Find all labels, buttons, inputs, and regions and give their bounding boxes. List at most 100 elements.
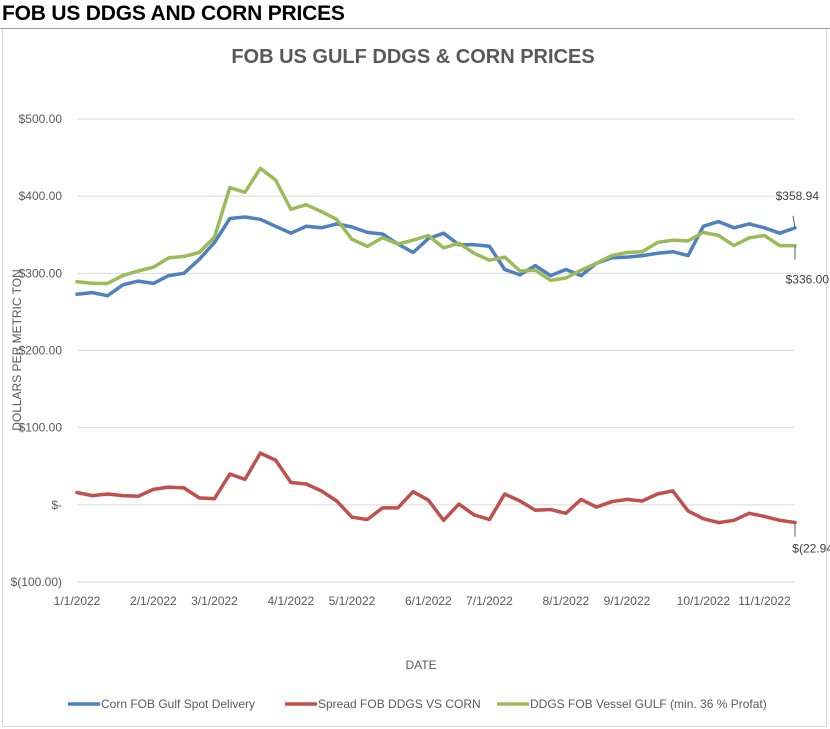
data-point: [289, 480, 293, 485]
data-point: [518, 269, 522, 273]
data-point: [717, 233, 721, 238]
annotation-label: $(22.94): [792, 542, 830, 556]
data-point: [594, 261, 599, 265]
data-point: [487, 517, 492, 522]
y-axis-label: DOLLARS PER METRIC TON: [10, 269, 24, 431]
x-tick-label: 3/1/2022: [191, 594, 238, 608]
data-point: [228, 186, 232, 190]
data-point: [197, 257, 201, 262]
chart-frame: [2, 29, 827, 727]
x-tick-label: 4/1/2022: [268, 594, 315, 608]
data-point: [243, 215, 247, 219]
data-point: [793, 243, 797, 248]
annotation-label: $336.00: [786, 273, 830, 287]
data-point: [304, 224, 308, 228]
data-point: [121, 493, 125, 498]
data-point: [273, 224, 278, 228]
data-point: [90, 281, 94, 285]
chart-title: FOB US GULF DDGS & CORN PRICES: [231, 46, 594, 68]
x-tick-label: 2/1/2022: [130, 594, 177, 608]
data-point: [487, 258, 492, 262]
x-axis-ticks: 1/1/2022 2/1/2022 3/1/2022 4/1/2022 5/1/2022…: [54, 594, 791, 608]
data-point: [579, 497, 583, 502]
data-point: [487, 244, 492, 248]
annotation-leader: [792, 215, 796, 228]
data-point: [442, 246, 446, 250]
data-point: [197, 496, 201, 500]
data-point: [778, 231, 782, 235]
data-point: [640, 250, 644, 254]
data-point: [686, 239, 690, 243]
data-point: [625, 255, 629, 259]
data-point: [350, 515, 354, 519]
data-point: [365, 244, 369, 248]
data-point: [686, 253, 690, 258]
x-tick-label: 8/1/2022: [542, 594, 589, 608]
data-point: [75, 280, 79, 284]
data-point: [304, 203, 308, 207]
y-tick-label: $400.00: [19, 189, 63, 203]
data-point: [518, 499, 522, 503]
data-point: [747, 222, 751, 226]
y-axis-ticks: $500.00 $400.00 $300.00 $200.00 $100.00 $- $(1…: [11, 112, 63, 589]
data-point: [442, 231, 446, 235]
data-point: [701, 517, 705, 521]
data-point: [243, 477, 247, 481]
data-point: [396, 242, 400, 246]
data-point: [503, 492, 507, 496]
legend-label: Corn FOB Gulf Spot Delivery: [101, 697, 255, 711]
data-point: [625, 497, 629, 502]
page-heading: FOB US DDGS AND CORN PRICES: [2, 2, 345, 25]
data-point: [778, 518, 782, 522]
data-point: [350, 237, 354, 241]
data-point: [564, 511, 568, 515]
data-point: [167, 274, 171, 278]
data-point: [365, 517, 369, 522]
data-point: [273, 178, 278, 182]
data-point: [671, 489, 675, 493]
y-tick-label: $200.00: [19, 344, 63, 358]
data-point: [136, 494, 140, 498]
data-point: [243, 190, 247, 194]
y-tick-label: $100.00: [19, 421, 63, 435]
data-point: [151, 265, 155, 269]
data-point: [472, 513, 476, 517]
data-point: [701, 224, 705, 228]
data-point: [503, 255, 507, 259]
data-point: [548, 274, 553, 278]
x-tick-label: 6/1/2022: [405, 594, 452, 608]
data-point: [228, 216, 232, 221]
data-point: [610, 253, 614, 258]
data-point: [182, 254, 186, 258]
data-point: [212, 497, 217, 501]
data-point: [594, 505, 599, 509]
data-point: [762, 514, 767, 519]
data-point: [426, 233, 430, 238]
data-point: [411, 238, 415, 242]
data-point: [411, 250, 415, 255]
data-point: [579, 268, 583, 272]
data-point: [655, 240, 660, 245]
data-point: [90, 291, 94, 295]
legend-label: DDGS FOB Vessel GULF (min. 36 % Profat): [530, 697, 767, 711]
data-point: [289, 231, 293, 235]
data-point: [732, 243, 736, 248]
data-point: [380, 236, 385, 240]
data-point: [105, 492, 110, 496]
data-point: [90, 493, 94, 498]
data-point: [258, 451, 262, 455]
data-point: [732, 226, 736, 230]
data-point: [747, 511, 751, 515]
data-point: [472, 243, 476, 247]
data-point: [655, 251, 660, 255]
data-point: [75, 292, 79, 296]
y-tick-label: $-: [51, 498, 62, 512]
y-tick-label: $300.00: [19, 266, 63, 280]
data-point: [258, 166, 262, 170]
data-point: [503, 267, 507, 272]
data-point: [273, 458, 278, 462]
y-tick-label: $(100.00): [11, 575, 62, 589]
data-point: [717, 220, 721, 224]
data-point: [548, 278, 553, 282]
data-point: [533, 508, 537, 512]
